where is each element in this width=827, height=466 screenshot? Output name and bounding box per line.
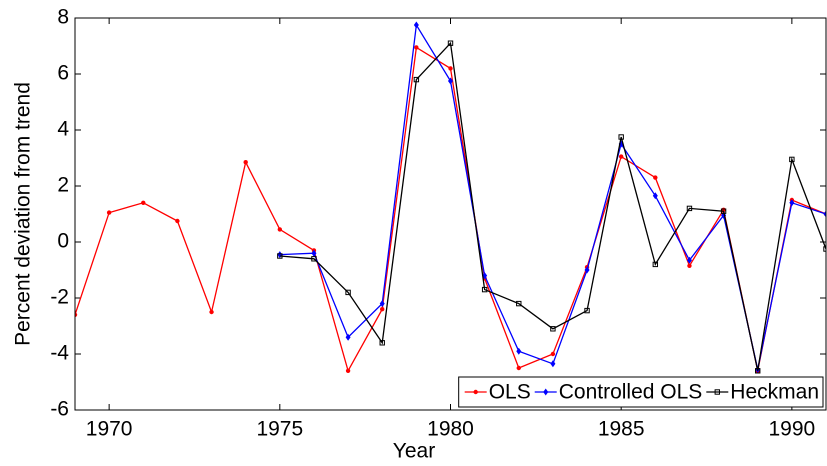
x-tick-label: 1970 bbox=[86, 418, 133, 441]
y-tick-label: 2 bbox=[57, 174, 69, 197]
marker bbox=[789, 199, 795, 207]
marker bbox=[379, 300, 385, 308]
marker bbox=[106, 210, 112, 215]
marker bbox=[755, 368, 761, 374]
series-line bbox=[279, 41, 826, 371]
marker bbox=[550, 360, 556, 368]
plot-frame bbox=[74, 17, 827, 411]
y-tick-label: 0 bbox=[57, 230, 69, 253]
marker bbox=[345, 333, 351, 341]
marker bbox=[584, 307, 590, 314]
marker bbox=[473, 389, 478, 395]
marker bbox=[789, 156, 795, 163]
series-line bbox=[75, 46, 826, 373]
marker bbox=[413, 21, 419, 29]
marker bbox=[141, 200, 146, 205]
y-axis-label: Percent deviation from trend bbox=[12, 82, 35, 346]
x-tick-label: 1975 bbox=[256, 418, 303, 441]
y-tick-label: 4 bbox=[57, 118, 69, 141]
marker bbox=[618, 154, 624, 159]
marker bbox=[584, 266, 590, 274]
y-tick-label: -2 bbox=[50, 286, 69, 309]
x-axis-label: Year bbox=[393, 440, 435, 463]
marker bbox=[687, 263, 692, 268]
marker bbox=[652, 261, 659, 268]
marker bbox=[175, 218, 180, 224]
marker bbox=[345, 289, 351, 296]
marker bbox=[653, 175, 658, 180]
marker bbox=[516, 300, 522, 307]
marker bbox=[516, 365, 521, 371]
y-tick-label: -4 bbox=[50, 342, 69, 365]
marker bbox=[414, 45, 419, 50]
marker bbox=[243, 160, 248, 165]
x-tick-label: 1985 bbox=[598, 418, 645, 441]
legend-label: Controlled OLS bbox=[559, 381, 703, 404]
marker bbox=[686, 205, 693, 212]
marker bbox=[380, 307, 385, 312]
marker bbox=[277, 227, 283, 232]
y-tick-label: 6 bbox=[57, 62, 69, 85]
legend-box bbox=[458, 376, 824, 408]
marker bbox=[550, 326, 556, 332]
plot-area bbox=[75, 21, 826, 374]
marker bbox=[618, 134, 624, 140]
series-line bbox=[279, 23, 826, 370]
marker bbox=[311, 249, 317, 257]
marker bbox=[209, 309, 214, 315]
marker bbox=[550, 351, 556, 357]
marker bbox=[379, 340, 385, 346]
marker bbox=[652, 192, 658, 200]
marker bbox=[277, 253, 283, 259]
marker bbox=[823, 210, 826, 218]
marker bbox=[75, 312, 78, 317]
marker bbox=[311, 256, 317, 262]
marker bbox=[413, 76, 420, 83]
legend: OLS Controlled OLS Heckman bbox=[458, 376, 824, 408]
marker bbox=[448, 77, 453, 85]
x-tick-label: 1980 bbox=[427, 418, 474, 441]
marker bbox=[516, 347, 522, 355]
marker bbox=[543, 388, 549, 396]
marker bbox=[720, 208, 727, 214]
legend-label: Heckman bbox=[730, 381, 819, 404]
marker bbox=[447, 40, 454, 46]
x-tick-label: 1990 bbox=[769, 418, 816, 441]
marker bbox=[448, 66, 453, 71]
y-tick-label: 8 bbox=[57, 6, 69, 29]
legend-label: OLS bbox=[489, 381, 531, 404]
marker bbox=[481, 286, 488, 293]
y-tick-label: -6 bbox=[50, 398, 69, 421]
marker bbox=[686, 256, 692, 264]
marker bbox=[714, 389, 720, 395]
marker bbox=[345, 368, 351, 373]
